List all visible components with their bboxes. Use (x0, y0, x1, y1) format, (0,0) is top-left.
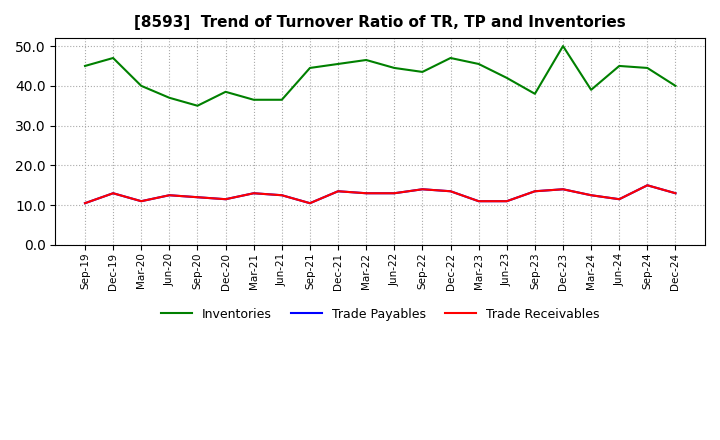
Legend: Inventories, Trade Payables, Trade Receivables: Inventories, Trade Payables, Trade Recei… (156, 303, 605, 326)
Trade Receivables (503, 198, 511, 204)
Inventories (643, 65, 652, 70)
Line: Trade Receivables: Trade Receivables (85, 185, 675, 203)
Trade Payables (587, 193, 595, 198)
Trade Payables (615, 197, 624, 202)
Trade Receivables (334, 189, 343, 194)
Line: Inventories: Inventories (85, 46, 675, 106)
Inventories (390, 65, 399, 70)
Trade Receivables (109, 191, 117, 196)
Inventories (193, 103, 202, 108)
Inventories (81, 63, 89, 69)
Inventories (503, 75, 511, 81)
Inventories (109, 55, 117, 61)
Inventories (587, 87, 595, 92)
Trade Payables (137, 198, 145, 204)
Trade Payables (277, 193, 286, 198)
Trade Receivables (559, 187, 567, 192)
Trade Payables (193, 194, 202, 200)
Title: [8593]  Trend of Turnover Ratio of TR, TP and Inventories: [8593] Trend of Turnover Ratio of TR, TP… (135, 15, 626, 30)
Trade Receivables (446, 189, 455, 194)
Trade Receivables (165, 193, 174, 198)
Inventories (418, 69, 427, 74)
Trade Receivables (390, 191, 399, 196)
Trade Receivables (305, 201, 314, 206)
Trade Payables (221, 197, 230, 202)
Inventories (446, 55, 455, 61)
Trade Payables (671, 191, 680, 196)
Trade Payables (531, 189, 539, 194)
Trade Receivables (643, 183, 652, 188)
Trade Payables (446, 189, 455, 194)
Trade Receivables (587, 193, 595, 198)
Inventories (671, 83, 680, 88)
Inventories (277, 97, 286, 103)
Trade Receivables (362, 191, 371, 196)
Trade Receivables (615, 197, 624, 202)
Trade Receivables (418, 187, 427, 192)
Trade Payables (559, 187, 567, 192)
Trade Payables (165, 193, 174, 198)
Inventories (137, 83, 145, 88)
Trade Payables (474, 198, 483, 204)
Trade Receivables (277, 193, 286, 198)
Trade Payables (503, 198, 511, 204)
Inventories (531, 91, 539, 96)
Inventories (305, 65, 314, 70)
Trade Receivables (221, 197, 230, 202)
Inventories (474, 61, 483, 66)
Trade Payables (362, 191, 371, 196)
Line: Trade Payables: Trade Payables (85, 185, 675, 203)
Inventories (362, 57, 371, 62)
Trade Receivables (137, 198, 145, 204)
Inventories (334, 61, 343, 66)
Trade Receivables (474, 198, 483, 204)
Inventories (559, 44, 567, 49)
Inventories (615, 63, 624, 69)
Trade Receivables (81, 201, 89, 206)
Trade Receivables (671, 191, 680, 196)
Trade Receivables (531, 189, 539, 194)
Trade Payables (305, 201, 314, 206)
Trade Payables (643, 183, 652, 188)
Trade Payables (418, 187, 427, 192)
Trade Payables (249, 191, 258, 196)
Trade Payables (109, 191, 117, 196)
Trade Payables (390, 191, 399, 196)
Inventories (249, 97, 258, 103)
Trade Payables (81, 201, 89, 206)
Trade Receivables (249, 191, 258, 196)
Trade Receivables (193, 194, 202, 200)
Inventories (221, 89, 230, 95)
Inventories (165, 95, 174, 100)
Trade Payables (334, 189, 343, 194)
